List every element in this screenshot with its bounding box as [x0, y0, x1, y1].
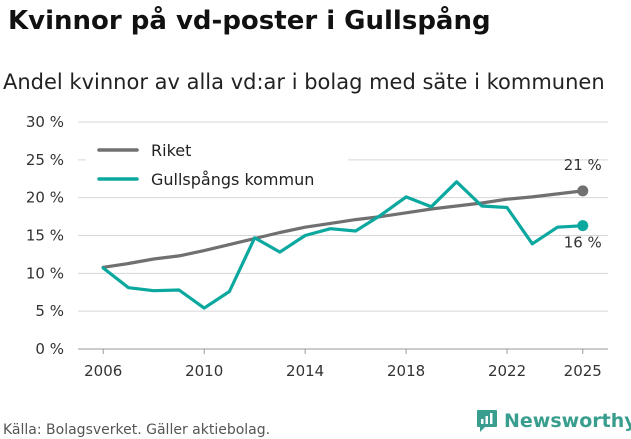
x-tick-label: 2014 [286, 362, 324, 380]
legend-label: Gullspångs kommun [151, 170, 314, 189]
series-gullspang-end-label: 16 % [564, 234, 602, 252]
brand-logo: Newsworthy [476, 409, 631, 433]
y-tick-label: 30 % [26, 113, 64, 131]
y-tick-label: 15 % [26, 227, 64, 245]
x-tick-label: 2025 [564, 362, 602, 380]
x-tick-label: 2018 [387, 362, 425, 380]
y-tick-label: 25 % [26, 151, 64, 169]
x-tick-label: 2006 [84, 362, 122, 380]
legend-box [86, 132, 348, 194]
legend-label: Riket [151, 141, 191, 160]
series-riket-end-point [577, 185, 589, 197]
line-chart: 0 % 5 % 10 % 15 % 20 % 25 % 30 % 2006 2010 2014 20… [26, 113, 608, 380]
series-gullspang-end-point [577, 220, 589, 232]
x-tick-label: 2022 [488, 362, 526, 380]
source-note: Källa: Bolagsverket. Gäller aktiebolag. [3, 422, 271, 438]
brand-name: Newsworthy [504, 410, 631, 432]
series-riket-end-label: 21 % [564, 156, 602, 174]
chart-title: Kvinnor på vd-poster i Gullspång [8, 6, 491, 36]
series-gullspang-line [101, 180, 585, 310]
y-tick-label: 20 % [26, 189, 64, 207]
y-tick-label: 0 % [35, 340, 64, 358]
y-tick-label: 5 % [35, 302, 64, 320]
chart-subtitle: Andel kvinnor av alla vd:ar i bolag med … [3, 70, 605, 94]
y-tick-label: 10 % [26, 264, 64, 282]
newsworthy-icon [477, 410, 497, 432]
x-tick-label: 2010 [185, 362, 223, 380]
series-riket-line [101, 189, 585, 269]
